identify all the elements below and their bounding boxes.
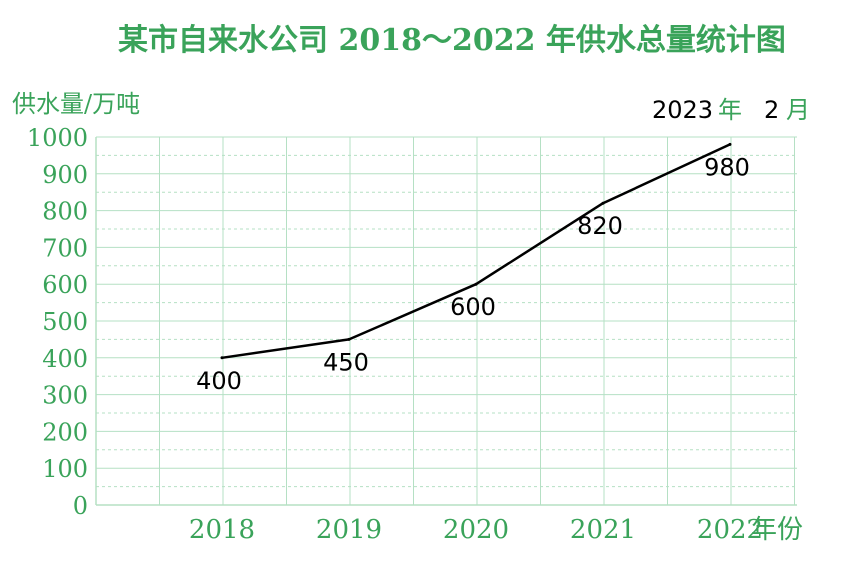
x-tick-label: 2022 bbox=[697, 515, 763, 545]
data-labels: 400 450 600 820 980 bbox=[196, 153, 750, 394]
annotation-month: 2 bbox=[764, 96, 779, 124]
y-tick-label: 600 bbox=[42, 271, 88, 299]
data-point bbox=[220, 356, 224, 360]
y-tick-label: 800 bbox=[42, 198, 88, 226]
y-axis-label: 供水量/万吨 bbox=[12, 90, 140, 118]
x-axis-label: 年份 bbox=[751, 515, 803, 545]
grid bbox=[95, 136, 797, 506]
series-line-group bbox=[220, 142, 732, 360]
data-label: 450 bbox=[323, 348, 369, 376]
y-tick-label: 900 bbox=[42, 161, 88, 189]
data-point bbox=[728, 142, 732, 146]
y-tick-label: 1000 bbox=[27, 124, 88, 152]
x-tick-label: 2018 bbox=[189, 515, 255, 545]
x-tick-label: 2019 bbox=[316, 515, 382, 545]
series-line bbox=[221, 143, 731, 360]
data-point bbox=[601, 201, 605, 205]
annotation-year-unit: 年 bbox=[718, 96, 742, 124]
x-tick-label: 2020 bbox=[443, 515, 509, 545]
annotation-date: 2023 年 2 月 bbox=[652, 96, 810, 124]
data-label: 980 bbox=[704, 153, 750, 181]
annotation-month-unit: 月 bbox=[786, 96, 810, 124]
y-tick-label: 200 bbox=[42, 418, 88, 446]
y-tick-labels: 0 100 200 300 400 500 600 700 800 900 1000 bbox=[27, 124, 88, 520]
x-tick-labels: 2018 2019 2020 2021 2022 bbox=[189, 515, 763, 545]
y-tick-label: 300 bbox=[42, 382, 88, 410]
y-tick-label: 500 bbox=[42, 308, 88, 336]
y-tick-label: 100 bbox=[42, 455, 88, 483]
data-point bbox=[347, 337, 351, 341]
data-label: 600 bbox=[450, 293, 496, 321]
y-tick-label: 400 bbox=[42, 345, 88, 373]
chart-title: 某市自来水公司 2018～2022 年供水总量统计图 bbox=[118, 23, 786, 58]
x-tick-label: 2021 bbox=[570, 515, 636, 545]
data-point bbox=[474, 282, 478, 286]
annotation-year: 2023 bbox=[652, 96, 713, 124]
y-tick-label: 700 bbox=[42, 234, 88, 262]
data-label: 400 bbox=[196, 367, 242, 395]
data-label: 820 bbox=[577, 212, 623, 240]
y-tick-label: 0 bbox=[73, 492, 88, 520]
